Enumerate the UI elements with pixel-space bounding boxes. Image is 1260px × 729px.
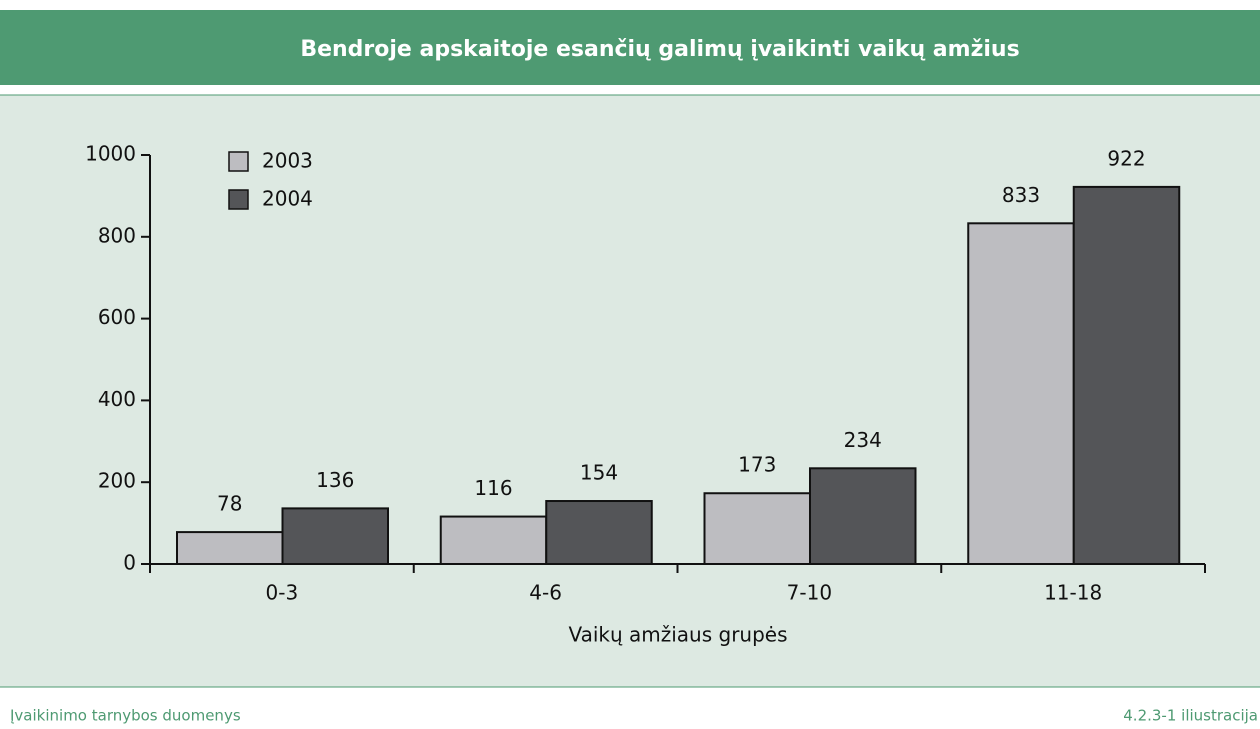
value-label: 78 (217, 492, 242, 516)
y-tick-label: 600 (98, 305, 136, 329)
value-label: 116 (474, 476, 512, 500)
x-axis-label: Vaikų amžiaus grupės (568, 623, 787, 647)
bar (439, 515, 548, 566)
legend-label: 2003 (262, 149, 313, 173)
value-label: 234 (844, 428, 882, 452)
header-band (0, 10, 1260, 85)
legend-swatch (228, 189, 249, 210)
value-label: 922 (1107, 146, 1145, 170)
bar (545, 500, 653, 566)
bar (809, 467, 917, 566)
y-tick-label: 200 (98, 469, 136, 493)
legend-swatch (228, 151, 249, 172)
x-tick-label: 7-10 (787, 581, 832, 605)
y-tick-label: 0 (123, 551, 136, 575)
value-label: 173 (738, 453, 776, 477)
value-label: 136 (316, 468, 354, 492)
value-label: 154 (580, 461, 618, 485)
x-tick-label: 0-3 (266, 581, 299, 605)
y-tick-label: 800 (98, 223, 136, 247)
bar (281, 507, 389, 566)
y-tick-label: 1000 (85, 142, 136, 166)
bar (703, 492, 811, 566)
chart-title: Bendroje apskaitoje esančių galimų įvaik… (300, 37, 1019, 62)
figure-label: 4.2.3-1 iliustracija (1123, 707, 1258, 725)
x-tick-label: 4-6 (529, 581, 562, 605)
bar (176, 531, 284, 566)
bar (967, 222, 1075, 565)
bar (1072, 185, 1181, 565)
source-note: Įvaikinimo tarnybos duomenys (10, 707, 241, 725)
legend-label: 2004 (262, 187, 313, 211)
x-tick-label: 11-18 (1044, 581, 1102, 605)
value-label: 833 (1002, 183, 1040, 207)
y-tick-label: 400 (98, 387, 136, 411)
